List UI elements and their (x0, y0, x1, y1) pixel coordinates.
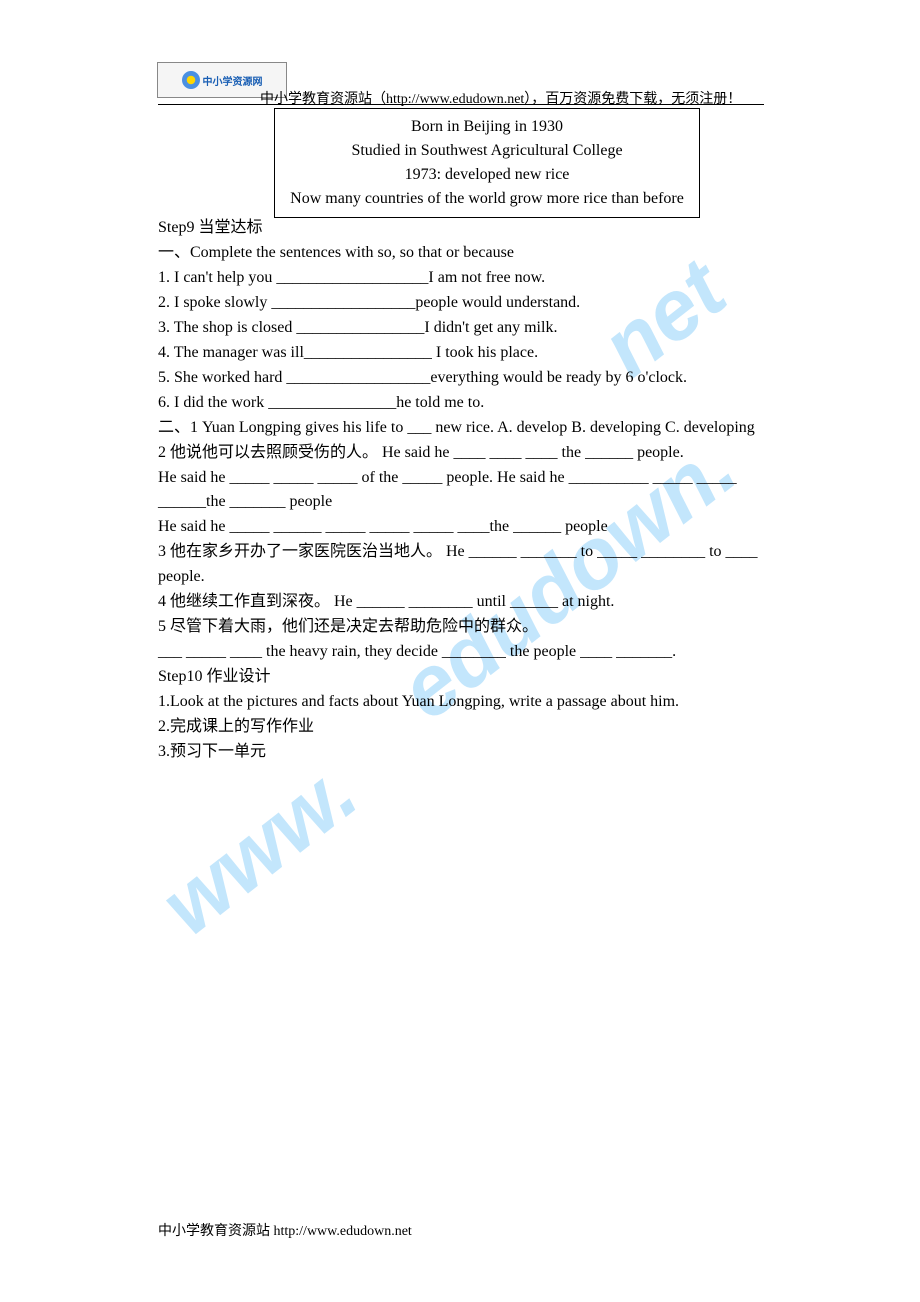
logo-text: 中小学资源网 (203, 73, 263, 88)
main-content: Step9 当堂达标 一、Complete the sentences with… (158, 216, 768, 765)
footer-text: 中小学教育资源站 http://www.edudown.net (158, 1220, 412, 1240)
question-1-4: 4. The manager was ill________________ I… (158, 341, 768, 366)
step10-item-3: 3.预习下一单元 (158, 740, 768, 765)
question-1-6: 6. I did the work ________________he tol… (158, 391, 768, 416)
question-2-2c: He said he _____ ______ _____ _____ ____… (158, 515, 768, 540)
question-2-2: 2 他说他可以去照顾受伤的人。 He said he ____ ____ ___… (158, 441, 768, 466)
header-divider (158, 104, 764, 105)
info-box: Born in Beijing in 1930 Studied in South… (274, 108, 700, 218)
question-1-2: 2. I spoke slowly __________________peop… (158, 291, 768, 316)
question-2-3: 3 他在家乡开办了一家医院医治当地人。 He ______ _______ to… (158, 540, 768, 590)
info-line-4: Now many countries of the world grow mor… (285, 187, 689, 211)
info-line-1: Born in Beijing in 1930 (285, 115, 689, 139)
question-1-3: 3. The shop is closed ________________I … (158, 316, 768, 341)
question-2-5b: ___ _____ ____ the heavy rain, they deci… (158, 640, 768, 665)
step10-item-2: 2.完成课上的写作作业 (158, 715, 768, 740)
question-2-4: 4 他继续工作直到深夜。 He ______ ________ until __… (158, 590, 768, 615)
info-line-3: 1973: developed new rice (285, 163, 689, 187)
watermark-1: www. (143, 743, 376, 955)
info-line-2: Studied in Southwest Agricultural Colleg… (285, 139, 689, 163)
step9-title: Step9 当堂达标 (158, 216, 768, 241)
question-2-2b: He said he _____ _____ _____ of the ____… (158, 466, 768, 516)
question-1-5: 5. She worked hard __________________eve… (158, 366, 768, 391)
question-1-1: 1. I can't help you ___________________I… (158, 266, 768, 291)
question-2-1: 二、1 Yuan Longping gives his life to ___ … (158, 416, 768, 441)
step10-title: Step10 作业设计 (158, 665, 768, 690)
question-2-5: 5 尽管下着大雨，他们还是决定去帮助危险中的群众。 (158, 615, 768, 640)
step10-item-1: 1.Look at the pictures and facts about Y… (158, 690, 768, 715)
header-text: 中小学教育资源站（http://www.edudown.net），百万资源免费下… (260, 88, 741, 108)
section1-title: 一、Complete the sentences with so, so tha… (158, 241, 768, 266)
